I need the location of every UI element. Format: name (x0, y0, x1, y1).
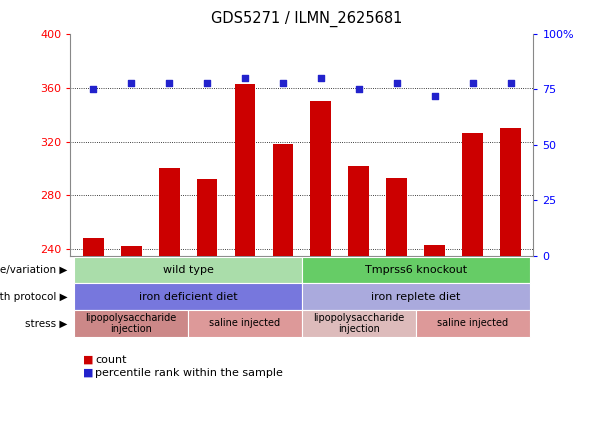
Text: lipopolysaccharide
injection: lipopolysaccharide injection (86, 313, 177, 334)
Point (126, 79, 136, 86)
Text: iron deficient diet: iron deficient diet (139, 292, 237, 302)
Point (278, 79, 288, 86)
Point (164, 79, 174, 86)
Text: growth protocol ▶: growth protocol ▶ (0, 292, 67, 302)
Point (88, 86, 98, 93)
Point (202, 79, 212, 86)
Point (354, 86, 364, 93)
Bar (121, 247, 142, 256)
Text: stress ▶: stress ▶ (25, 319, 67, 328)
Text: saline injected: saline injected (437, 319, 508, 328)
Bar (197, 179, 218, 256)
Bar (159, 168, 180, 256)
Point (392, 79, 402, 86)
Text: wild type: wild type (162, 265, 213, 275)
Text: ■: ■ (83, 368, 93, 378)
Bar (310, 101, 331, 256)
Bar (273, 144, 294, 256)
Bar (462, 133, 483, 256)
Bar (424, 245, 445, 256)
Text: percentile rank within the sample: percentile rank within the sample (95, 368, 283, 378)
Point (430, 93, 440, 99)
Bar (348, 166, 369, 256)
Bar (235, 84, 256, 256)
Text: Tmprss6 knockout: Tmprss6 knockout (365, 265, 466, 275)
Text: GDS5271 / ILMN_2625681: GDS5271 / ILMN_2625681 (211, 11, 402, 27)
Text: iron replete diet: iron replete diet (371, 292, 460, 302)
Text: count: count (95, 355, 126, 365)
Point (468, 79, 478, 86)
Bar (386, 178, 407, 256)
Bar (83, 239, 104, 256)
Text: saline injected: saline injected (210, 319, 281, 328)
Bar (500, 128, 521, 256)
Text: lipopolysaccharide
injection: lipopolysaccharide injection (313, 313, 405, 334)
Text: ■: ■ (83, 355, 93, 365)
Point (316, 75, 326, 82)
Point (506, 79, 516, 86)
Point (240, 75, 250, 82)
Text: genotype/variation ▶: genotype/variation ▶ (0, 265, 67, 275)
